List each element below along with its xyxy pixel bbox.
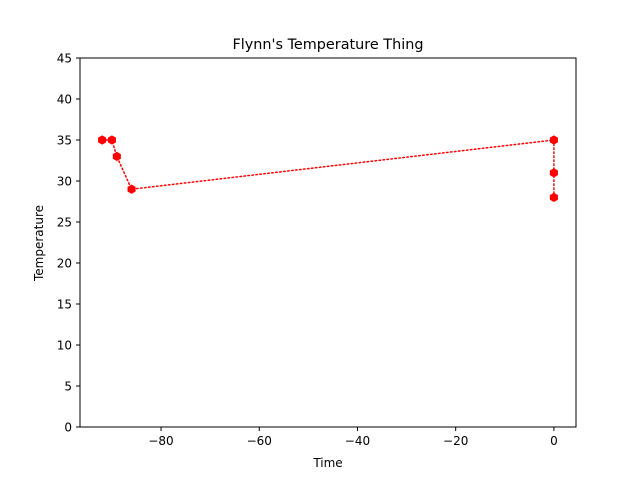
data-point	[98, 135, 107, 145]
chart-title: Flynn's Temperature Thing	[233, 37, 424, 53]
axes-layer: −80 −60 −40 −20 0 0 5 10 15 20 25 30 35 40 45	[57, 52, 577, 448]
data-point	[107, 135, 116, 145]
x-tick-label: −40	[345, 434, 370, 448]
y-axis-label: Temperature	[32, 205, 46, 282]
y-tick-label: 30	[57, 175, 72, 189]
y-tick-label: 15	[57, 298, 72, 312]
y-tick-label: 0	[64, 421, 72, 435]
x-tick-label: −60	[247, 434, 272, 448]
data-point	[112, 151, 121, 162]
y-tick-label: 35	[57, 134, 72, 148]
y-tick-label: 20	[57, 257, 72, 271]
data-point	[549, 168, 558, 178]
x-axis-label: Time	[312, 456, 342, 470]
data-point	[549, 192, 558, 203]
y-tick-label: 45	[57, 52, 72, 66]
x-tick-label: −80	[148, 434, 173, 448]
y-tick-label: 5	[64, 380, 72, 394]
data-point	[549, 135, 558, 145]
y-tick-label: 25	[57, 216, 72, 230]
x-tick-label: −20	[443, 434, 468, 448]
y-tick-label: 10	[57, 339, 72, 353]
series-layer	[98, 135, 558, 203]
plot-frame	[79, 57, 577, 428]
x-tick-label: 0	[550, 434, 558, 448]
data-point	[127, 184, 136, 194]
y-tick-label: 40	[57, 93, 72, 107]
